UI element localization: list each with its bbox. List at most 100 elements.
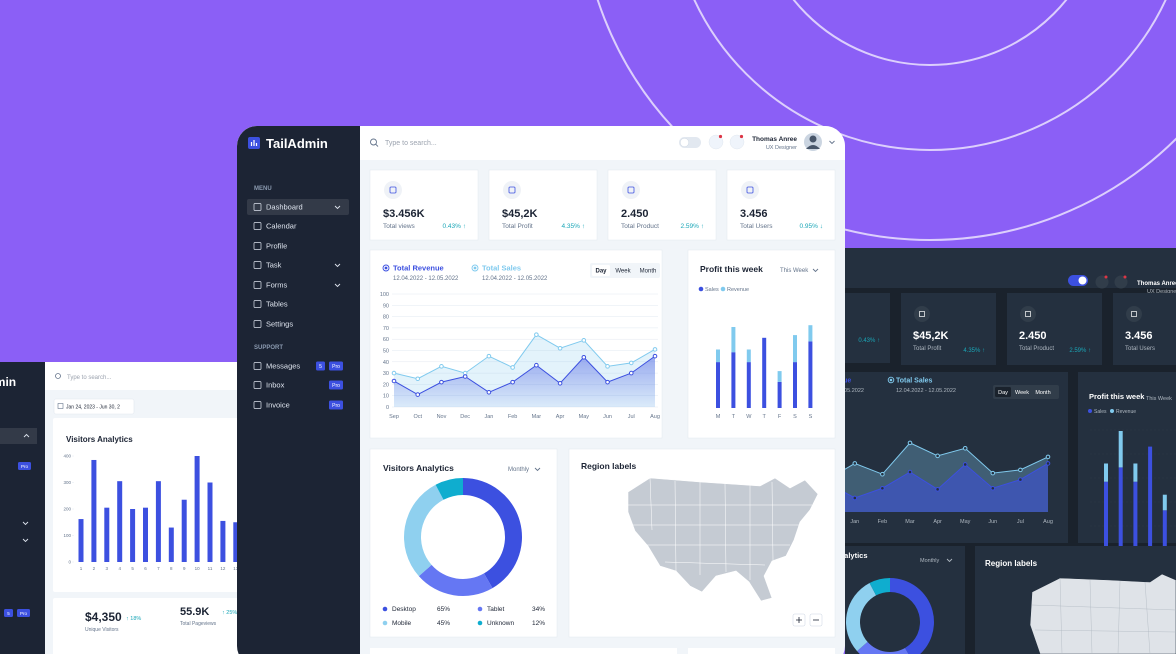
card-title: Visitors Analytics	[383, 463, 454, 473]
card	[688, 648, 835, 654]
x-tick-label: S	[793, 414, 797, 420]
x-tick-label: Mar	[905, 519, 915, 525]
donut-segment	[435, 478, 463, 500]
legend-date: 12.04.2022 - 12.05.2022	[804, 388, 864, 394]
bar-segment	[1118, 431, 1123, 468]
menu-icon	[253, 300, 262, 308]
point	[628, 360, 634, 366]
point	[935, 453, 940, 459]
menu-active	[247, 199, 349, 215]
stat-card	[901, 293, 996, 365]
y-tick-label: 0	[68, 560, 71, 565]
point	[557, 380, 563, 386]
bar	[155, 481, 161, 562]
stat-change: 2.59% ↑	[1069, 348, 1091, 354]
x-tick-label: Jul	[628, 414, 635, 420]
point	[1045, 461, 1051, 466]
point	[935, 487, 940, 492]
legend-label: Revenue	[1116, 409, 1136, 415]
card-title: Profit this week	[1089, 392, 1145, 401]
bar	[130, 509, 136, 562]
value-label: 34%	[532, 606, 545, 613]
menu-item: Forms	[266, 281, 287, 290]
chat-dot	[739, 134, 744, 139]
stat-value: 2.450	[1019, 330, 1047, 342]
sidebar	[0, 362, 45, 654]
legend-date: 12.04.2022 - 12.05.2022	[896, 388, 956, 394]
x-tick-label: S	[809, 414, 813, 420]
x-tick-label: Jan	[850, 519, 859, 525]
x-tick-label: Apr	[556, 414, 565, 420]
toggle-knob	[1078, 276, 1087, 285]
tab: Week	[1015, 390, 1029, 396]
stat-label: Total Users	[1125, 346, 1155, 352]
tab: Day	[998, 390, 1008, 396]
value-label: 65%	[437, 606, 450, 613]
point	[439, 379, 444, 385]
y-tick-label: 100	[380, 292, 389, 298]
chat-icon	[729, 134, 745, 150]
chevron	[946, 558, 953, 563]
y-tick-label: 100	[63, 533, 71, 538]
notify-icon	[1095, 275, 1109, 289]
menu-icon	[253, 242, 262, 250]
stat-change: 0.43% ↑	[858, 338, 880, 344]
menu-item: Task	[266, 261, 282, 270]
legend-date: 12.04.2022 - 12.05.2022	[482, 276, 548, 282]
legend-dot-inner	[889, 378, 893, 382]
bar	[143, 507, 148, 562]
stat-value: $45,2K	[502, 208, 538, 220]
badge-text: 5	[7, 611, 10, 616]
map-shape	[1029, 573, 1176, 654]
chevron	[334, 263, 341, 268]
value-label: 45%	[437, 620, 450, 627]
y-tick-label: 60	[383, 337, 389, 343]
menu-icon	[253, 203, 262, 211]
bar	[117, 481, 123, 562]
card-title: Visitors Analytics	[66, 435, 133, 444]
chat-icon	[1114, 275, 1128, 289]
bar-segment	[716, 349, 720, 363]
period: Monthly	[920, 558, 940, 564]
stats-card	[53, 598, 240, 654]
menu-item: Inbox	[266, 381, 285, 390]
stat-card	[607, 169, 717, 241]
bar	[181, 499, 187, 562]
avatar-head	[809, 135, 817, 143]
y-tick-label: 80	[383, 315, 389, 321]
x-tick-label: Apr	[933, 519, 942, 525]
donut-segment	[890, 578, 934, 654]
point	[486, 353, 492, 359]
series-area	[394, 356, 655, 407]
bar	[220, 520, 226, 562]
x-tick-label: Aug	[650, 414, 660, 420]
avatar-body	[806, 145, 820, 149]
legend-label: Revenue	[727, 287, 749, 293]
legend-label: Tablet	[487, 606, 505, 613]
menu-icon	[253, 381, 262, 389]
point	[880, 485, 885, 491]
logo-bars	[250, 140, 258, 146]
x-tick-label: May	[579, 414, 590, 420]
bar-segment	[1148, 446, 1153, 548]
legend-dot	[1088, 409, 1092, 413]
point	[1018, 467, 1023, 473]
chevron	[334, 283, 341, 288]
user-role: UX Designer	[1147, 289, 1176, 295]
zoom-in-glyph	[796, 617, 802, 623]
point	[510, 379, 515, 385]
y-tick-label: 40	[383, 360, 389, 366]
point	[962, 445, 968, 451]
period: This Week	[780, 268, 809, 274]
bar	[207, 482, 213, 562]
legend-label: Total Revenue	[804, 378, 851, 385]
stat-card	[369, 169, 479, 241]
point	[534, 362, 539, 368]
point	[462, 374, 468, 379]
y-tick-label: 70	[383, 326, 389, 332]
x-tick-label: Jan	[484, 414, 493, 420]
x-tick-label: Jun	[988, 519, 997, 525]
x-tick-label: 11	[208, 566, 213, 571]
chevron	[334, 205, 341, 210]
